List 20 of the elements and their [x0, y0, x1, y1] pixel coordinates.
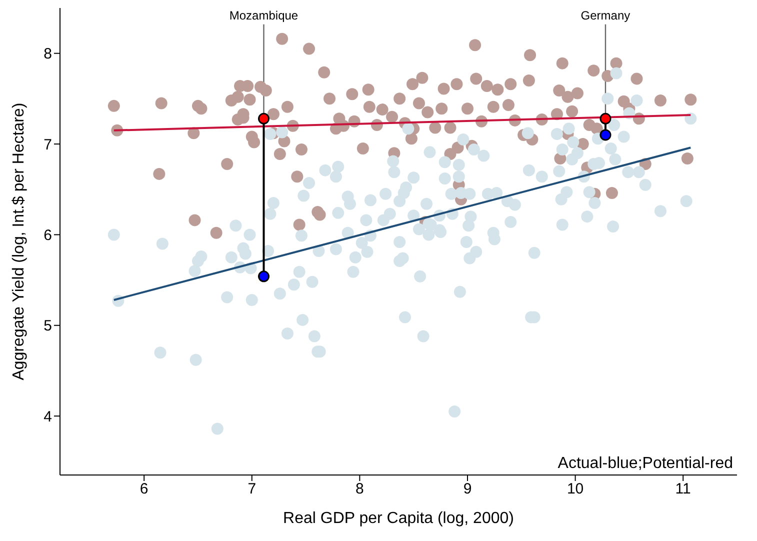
x-axis-title: Real GDP per Capita (log, 2000)	[283, 510, 514, 527]
x-tick-label: 9	[463, 480, 472, 498]
y-tick-label: 8	[44, 46, 52, 63]
y-tick-label: 7	[44, 136, 52, 154]
annotation: Mozambique	[229, 8, 298, 22]
y-axis-title: Aggregate Yield (log, Int.$ per Hectare)	[10, 102, 28, 380]
x-tick-label: 11	[675, 480, 691, 498]
x-tick-label: 7	[248, 480, 256, 498]
point	[600, 129, 612, 141]
y-tick-label: 5	[44, 318, 52, 335]
x-tick-label: 6	[140, 480, 148, 498]
y-tick-label: 6	[44, 227, 52, 244]
x-tick-label: 10	[566, 480, 584, 498]
point	[258, 112, 270, 124]
point	[258, 270, 270, 282]
annotation: Actual-blue;Potential-red	[558, 455, 733, 473]
y-tick-label: 4	[44, 408, 52, 426]
annotation: Germany	[580, 8, 630, 22]
x-tick-label: 8	[356, 480, 364, 498]
point	[600, 112, 612, 124]
